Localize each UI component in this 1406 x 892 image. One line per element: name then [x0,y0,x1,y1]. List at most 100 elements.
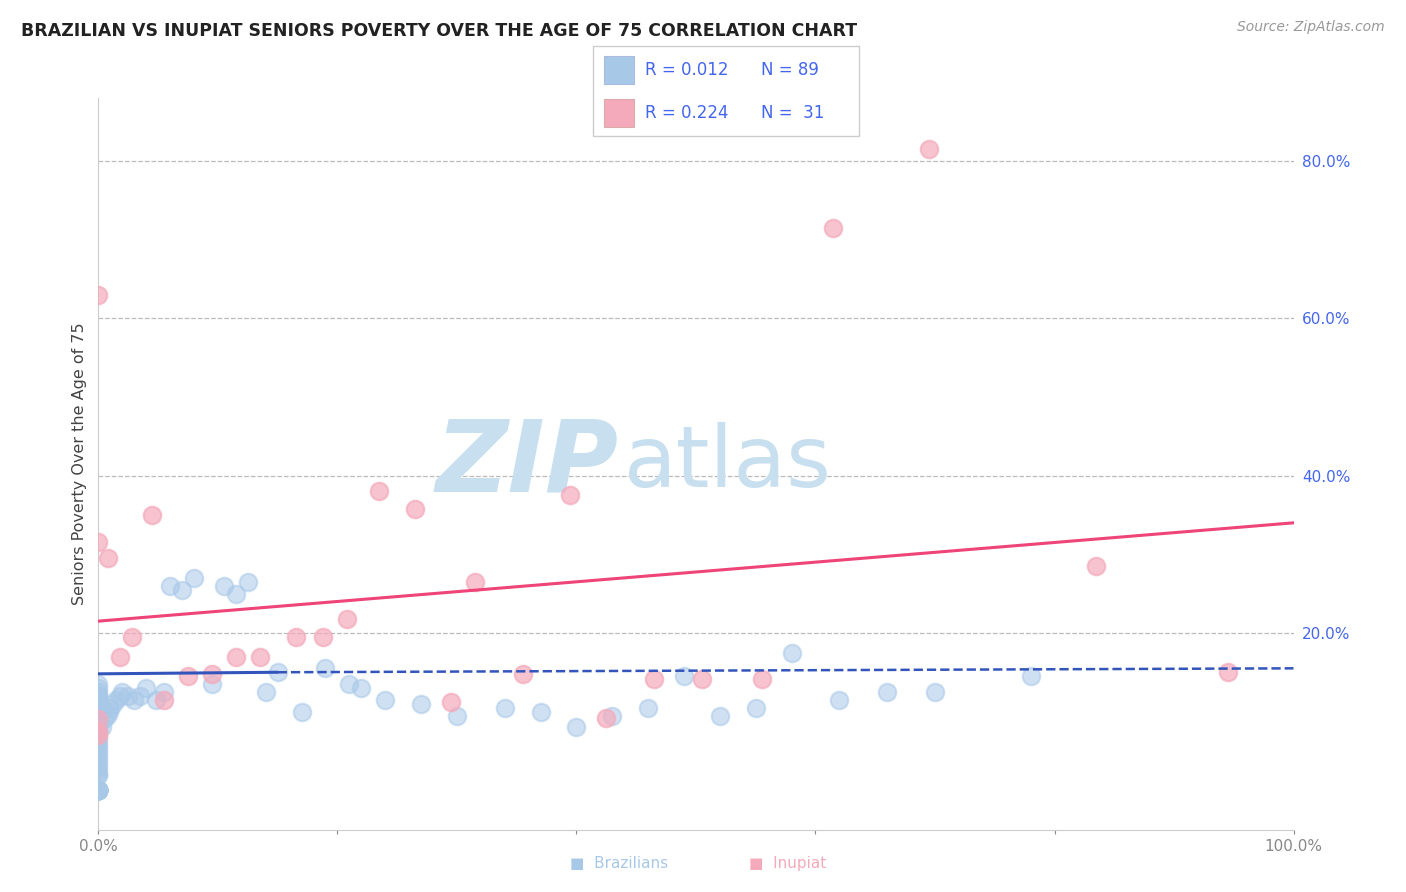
Point [87,767,110,781]
FancyBboxPatch shape [593,46,859,136]
Point [87,783,110,797]
Point [87,713,110,727]
Point [87,747,110,762]
Point [105,693,128,707]
Point [876,685,898,699]
Point [111,685,134,699]
Point [374,693,396,707]
Text: Source: ZipAtlas.com: Source: ZipAtlas.com [1237,20,1385,34]
Point [87,689,110,703]
Point [201,677,224,691]
Text: R = 0.012: R = 0.012 [645,61,728,78]
Point [129,689,152,703]
Point [87,767,110,781]
Point [87,783,110,797]
Point [924,685,946,699]
Point [87,287,110,301]
Point [87,705,110,719]
Point [780,646,803,660]
Point [183,571,205,585]
Point [87,724,110,739]
Point [643,672,665,686]
Point [254,685,277,699]
Point [236,574,259,589]
Point [212,579,235,593]
Point [440,695,463,709]
Point [404,501,426,516]
Point [464,574,486,589]
Point [87,783,110,797]
Point [87,783,110,797]
Point [108,649,131,664]
Point [91,720,114,734]
Point [108,689,131,703]
Point [141,508,163,522]
Point [87,783,110,797]
Point [87,783,110,797]
Point [745,700,768,714]
Point [87,783,110,797]
Point [97,551,120,566]
Point [673,669,696,683]
Point [87,752,110,766]
Point [87,756,110,770]
Point [336,612,359,626]
Point [177,669,200,683]
Point [690,672,713,686]
Point [87,783,110,797]
Point [87,783,110,797]
Text: ■  Inupiat: ■ Inupiat [749,855,825,871]
Point [249,649,271,664]
Point [87,783,110,797]
Y-axis label: Seniors Poverty Over the Age of 75: Seniors Poverty Over the Age of 75 [72,323,87,605]
Point [121,630,143,644]
Point [595,711,617,725]
Point [823,220,845,235]
Point [124,693,146,707]
Point [87,783,110,797]
Point [87,736,110,750]
Point [225,649,247,664]
Point [87,728,110,742]
Point [87,783,110,797]
Point [709,708,731,723]
Point [87,685,110,699]
Point [87,681,110,695]
Point [350,681,373,695]
Point [1019,669,1042,683]
Point [87,713,110,727]
Point [172,582,194,597]
Point [87,716,110,731]
Point [512,666,534,681]
Point [87,728,110,742]
Text: BRAZILIAN VS INUPIAT SENIORS POVERTY OVER THE AGE OF 75 CORRELATION CHART: BRAZILIAN VS INUPIAT SENIORS POVERTY OVE… [21,22,858,40]
Point [828,693,851,707]
Point [153,685,176,699]
Point [751,672,773,686]
Point [368,484,391,499]
Point [267,665,290,680]
Point [87,689,110,703]
Point [87,697,110,711]
Point [291,705,314,719]
Point [565,720,588,734]
Point [87,677,110,691]
Point [1216,665,1239,680]
Point [225,586,247,600]
Bar [605,56,634,84]
Point [284,630,307,644]
Text: N =  31: N = 31 [761,104,824,122]
Point [98,705,121,719]
Point [315,661,337,675]
Point [87,700,110,714]
Point [96,708,118,723]
Point [494,700,516,714]
Point [87,535,110,549]
Point [101,697,124,711]
Point [87,744,110,758]
Point [637,700,659,714]
Point [602,708,624,723]
Point [145,693,167,707]
Point [339,677,361,691]
Point [87,732,110,747]
